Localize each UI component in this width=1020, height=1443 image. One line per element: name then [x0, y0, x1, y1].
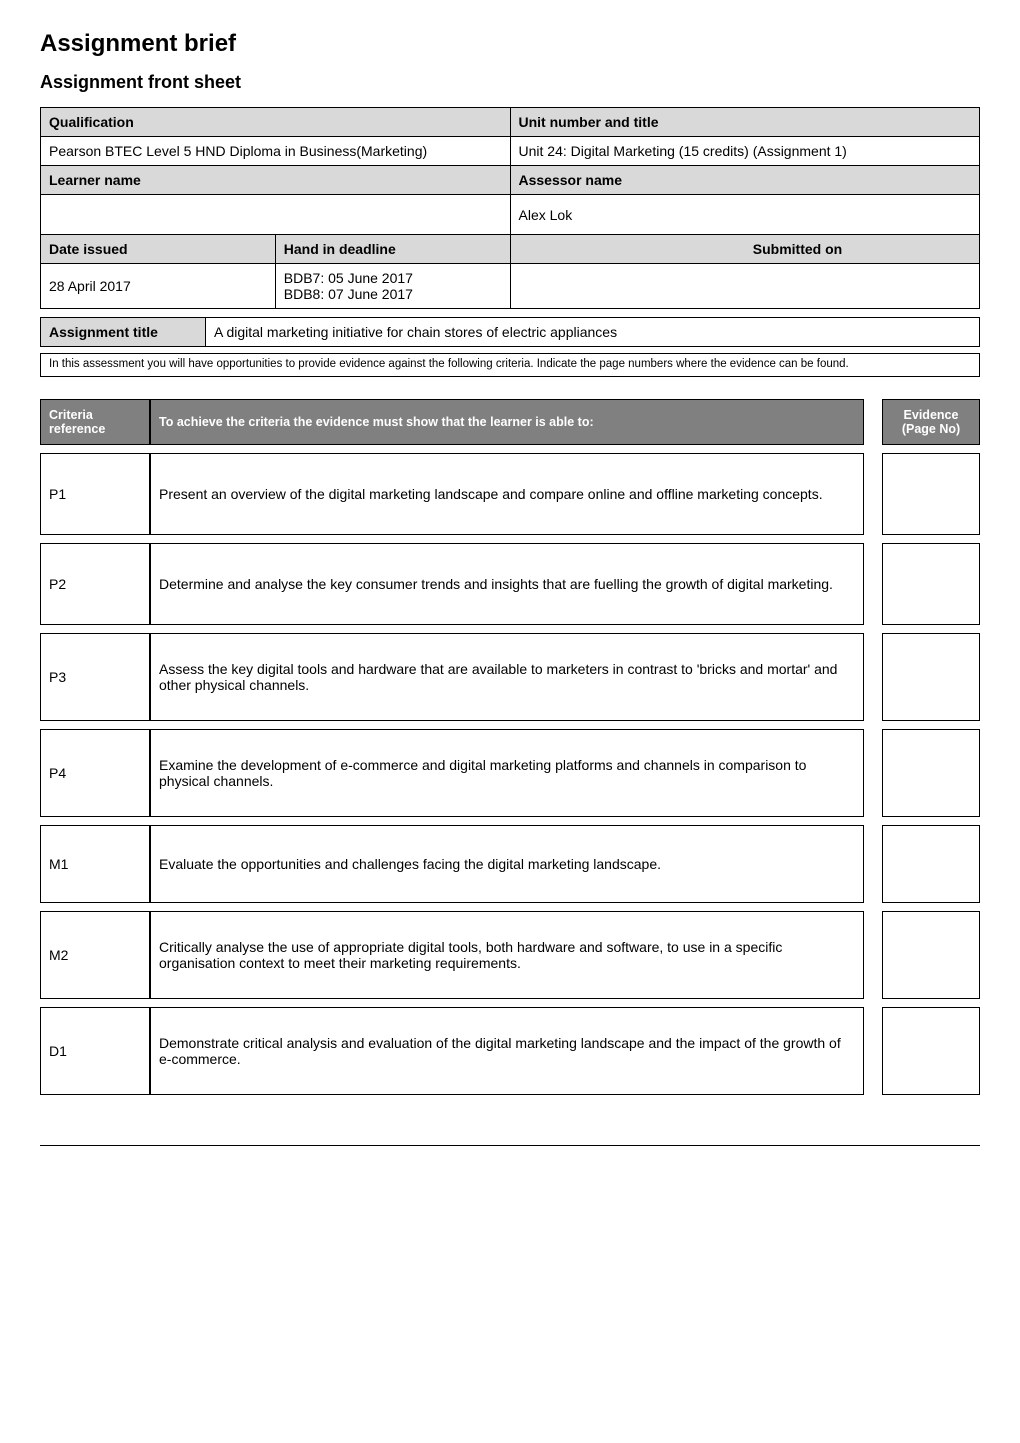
qualification-value: Pearson BTEC Level 5 HND Diploma in Busi… [41, 137, 511, 166]
criteria-ref: D1 [40, 1007, 150, 1095]
submitted-value [510, 264, 980, 309]
criteria-ref: P2 [40, 543, 150, 625]
page-subtitle: Assignment front sheet [40, 72, 980, 93]
criteria-desc: Evaluate the opportunities and challenge… [150, 825, 864, 903]
evidence-table: Evidence (Page No) [882, 399, 980, 1095]
criteria-desc-header: To achieve the criteria the evidence mus… [150, 399, 864, 445]
assignment-title-label: Assignment title [41, 318, 206, 347]
criteria-ref: P3 [40, 633, 150, 721]
criteria-ref: M2 [40, 911, 150, 999]
evidence-cell [882, 825, 980, 903]
hand-in-value: BDB7: 05 June 2017 BDB8: 07 June 2017 [275, 264, 510, 309]
evidence-cell [882, 1007, 980, 1095]
evidence-cell [882, 633, 980, 721]
criteria-table: Criteria reference To achieve the criter… [40, 399, 864, 1095]
evidence-cell [882, 543, 980, 625]
date-issued-value: 28 April 2017 [41, 264, 276, 309]
hand-in-label: Hand in deadline [275, 235, 510, 264]
criteria-ref: P1 [40, 453, 150, 535]
learner-value [41, 195, 511, 235]
evidence-cell [882, 729, 980, 817]
page-title: Assignment brief [40, 30, 980, 58]
submitted-label: Submitted on [745, 235, 980, 264]
learner-label: Learner name [41, 166, 511, 195]
evidence-cell [882, 911, 980, 999]
evidence-cell [882, 453, 980, 535]
assignment-title-value: A digital marketing initiative for chain… [206, 318, 980, 347]
criteria-desc: Demonstrate critical analysis and evalua… [150, 1007, 864, 1095]
qualification-label: Qualification [41, 108, 511, 137]
assessment-note: In this assessment you will have opportu… [40, 353, 980, 377]
criteria-ref: M1 [40, 825, 150, 903]
criteria-desc: Present an overview of the digital marke… [150, 453, 864, 535]
criteria-desc: Examine the development of e-commerce an… [150, 729, 864, 817]
assessor-label: Assessor name [510, 166, 980, 195]
criteria-ref-header: Criteria reference [40, 399, 150, 445]
front-sheet-table: Qualification Unit number and title Pear… [40, 107, 980, 309]
unit-label: Unit number and title [510, 108, 980, 137]
assessor-value: Alex Lok [510, 195, 980, 235]
assignment-title-table: Assignment title A digital marketing ini… [40, 317, 980, 347]
date-issued-label: Date issued [41, 235, 276, 264]
evidence-header: Evidence (Page No) [882, 399, 980, 445]
criteria-desc: Assess the key digital tools and hardwar… [150, 633, 864, 721]
criteria-desc: Determine and analyse the key consumer t… [150, 543, 864, 625]
footer-rule [40, 1145, 980, 1146]
unit-value: Unit 24: Digital Marketing (15 credits) … [510, 137, 980, 166]
criteria-desc: Critically analyse the use of appropriat… [150, 911, 864, 999]
criteria-ref: P4 [40, 729, 150, 817]
